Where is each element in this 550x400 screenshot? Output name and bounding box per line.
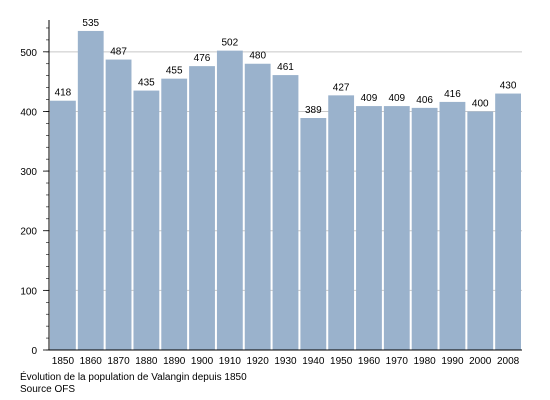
bar: [411, 107, 438, 350]
x-tick-label: 1870: [107, 356, 130, 367]
x-tick-label: 1940: [302, 356, 325, 367]
x-tick-label: 1990: [441, 356, 464, 367]
x-tick-label: 1860: [80, 356, 103, 367]
bar: [383, 106, 410, 350]
bar-value-label: 435: [138, 78, 155, 89]
y-tick-label: 500: [20, 48, 37, 59]
bar: [300, 118, 327, 350]
bar: [439, 101, 466, 351]
x-tick-label: 1920: [247, 356, 270, 367]
y-tick-label: 400: [20, 107, 37, 118]
x-tick-label: 1890: [163, 356, 186, 367]
x-tick-label: 1960: [358, 356, 381, 367]
bar-value-label: 487: [110, 47, 127, 58]
bar: [189, 66, 215, 350]
bar: [328, 95, 355, 351]
bar-value-label: 409: [388, 93, 405, 104]
x-tick-label: 2000: [469, 356, 492, 367]
bar-value-label: 416: [444, 89, 461, 100]
bar: [467, 111, 494, 350]
bar-value-label: 389: [305, 105, 322, 116]
bar: [272, 75, 299, 351]
bar: [105, 59, 132, 350]
bar-value-label: 430: [500, 81, 517, 92]
labels: 0 100 200 300 400 500 418 1850 535 1860 487 1870 435…: [20, 18, 519, 367]
bar: [77, 30, 104, 350]
bar-value-label: 455: [166, 66, 183, 77]
x-tick-label: 1970: [386, 356, 409, 367]
axes: [43, 20, 522, 351]
chart-caption: Évolution de la population de Valangin d…: [20, 372, 247, 383]
bar: [495, 93, 521, 351]
bar-value-label: 409: [361, 93, 378, 104]
bar-value-label: 476: [194, 53, 211, 64]
bar-value-label: 427: [333, 82, 350, 93]
bar: [50, 100, 76, 350]
bars: [50, 30, 521, 351]
x-tick-label: 2008: [497, 356, 520, 367]
chart-source: Source OFS: [20, 384, 76, 395]
y-tick-label: 0: [31, 346, 37, 357]
bar: [161, 78, 188, 351]
bar: [244, 63, 271, 350]
bar-value-label: 406: [416, 95, 433, 106]
y-tick-label: 300: [20, 167, 37, 178]
x-tick-label: 1900: [191, 356, 214, 367]
bar: [133, 90, 160, 350]
bar: [356, 106, 382, 350]
x-tick-label: 1850: [52, 356, 75, 367]
bar-value-label: 535: [82, 18, 99, 29]
y-tick-label: 100: [20, 286, 37, 297]
bar: [216, 50, 243, 350]
bar-value-label: 502: [222, 38, 239, 49]
y-tick-label: 200: [20, 227, 37, 238]
bar-value-label: 418: [55, 88, 72, 99]
x-tick-label: 1910: [219, 356, 242, 367]
bar-value-label: 400: [472, 98, 489, 109]
bar-value-label: 461: [277, 62, 294, 73]
bar-value-label: 480: [249, 51, 266, 62]
x-tick-label: 1930: [274, 356, 297, 367]
x-tick-label: 1950: [330, 356, 353, 367]
x-tick-label: 1980: [413, 356, 436, 367]
x-tick-label: 1880: [135, 356, 158, 367]
